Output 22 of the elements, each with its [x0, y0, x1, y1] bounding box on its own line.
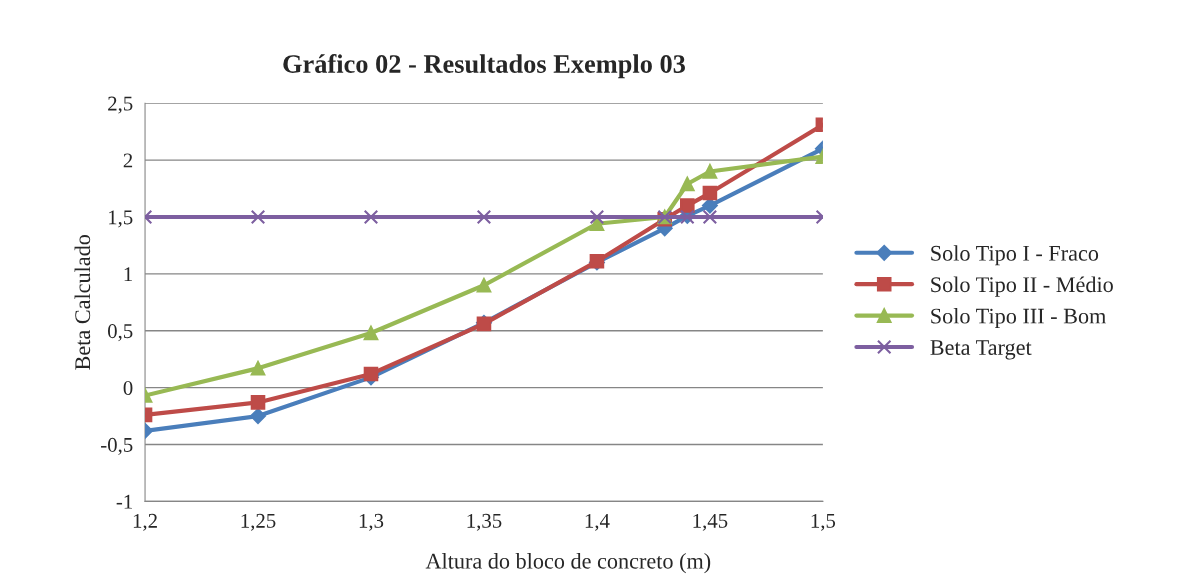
legend-label: Beta Target — [930, 340, 1032, 360]
x-tick-label: 1,2 — [133, 513, 157, 531]
x-tick-label: 1,5 — [811, 513, 836, 531]
chart-title: Gráfico 02 - Resultados Exemplo 03 — [283, 54, 685, 79]
x-tick-label: 1,25 — [241, 513, 276, 531]
y-tick-label: 2 — [123, 153, 133, 168]
y-tick-label: 1 — [124, 267, 132, 282]
legend-label: Solo Tipo II - Médio — [931, 276, 1113, 297]
x-tick-label: 1,45 — [693, 513, 728, 531]
x-tick-label: 1,35 — [467, 513, 502, 531]
x-axis-title: Altura do bloco de concreto (m) — [425, 553, 711, 574]
legend-label: Solo Tipo III - Bom — [931, 307, 1107, 329]
x-tick-label: 1,4 — [585, 513, 610, 531]
y-tick-label: 0 — [123, 380, 133, 396]
x-tick-label: 1,3 — [359, 513, 384, 531]
y-axis-title: Beta Calculado — [74, 234, 91, 370]
y-tick-label: -1 — [116, 494, 132, 509]
y-tick-label: 1,5 — [109, 210, 133, 228]
y-tick-label: 2,5 — [108, 96, 133, 114]
y-tick-label: -0,5 — [101, 437, 133, 455]
legend-label: Solo Tipo I - Fraco — [931, 245, 1099, 266]
y-tick-label: 0,5 — [107, 324, 133, 342]
